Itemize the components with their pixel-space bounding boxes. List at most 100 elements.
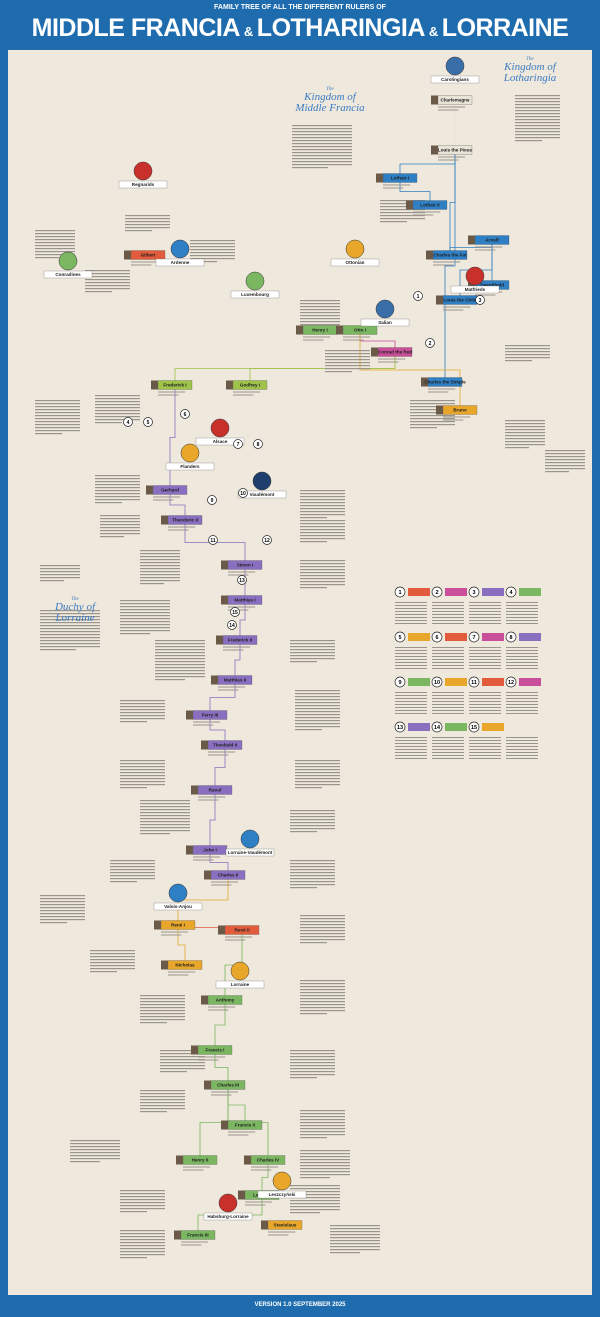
- house-emblem: [133, 161, 153, 181]
- text-line: [395, 665, 427, 666]
- text-line: [140, 809, 190, 811]
- text-line: [35, 418, 80, 420]
- text-line: [100, 536, 124, 538]
- tree-edge: [227, 1089, 246, 1121]
- text-line: [161, 931, 189, 933]
- legend-marker: [468, 586, 480, 598]
- tree-edge: [239, 604, 246, 636]
- marker-number: 12: [264, 538, 270, 544]
- house-emblem: [180, 443, 200, 463]
- text-line: [190, 246, 235, 248]
- text-line: [300, 915, 345, 917]
- house-box: [215, 980, 265, 989]
- text-line: [300, 1177, 330, 1179]
- text-line: [140, 803, 190, 805]
- text-line: [120, 600, 170, 602]
- house-box: [330, 258, 380, 267]
- background: [8, 50, 592, 1295]
- text-line: [506, 620, 538, 621]
- portrait: [426, 250, 433, 260]
- text-line: [40, 568, 80, 570]
- text-line: [290, 1053, 335, 1055]
- ruler-name: Francis III: [187, 1233, 208, 1238]
- house-name: Lorraine-Vaudémont: [228, 850, 273, 855]
- legend-box: [519, 633, 541, 641]
- text-line: [140, 1111, 167, 1113]
- text-line: [290, 1062, 335, 1064]
- text-line: [120, 715, 165, 717]
- text-line: [120, 778, 165, 780]
- title-part: &: [429, 24, 438, 39]
- text-line: [233, 394, 254, 396]
- ruler-name: Henry II: [192, 1158, 209, 1163]
- ruler-name: Theodoric II: [172, 518, 198, 523]
- text-line: [330, 1243, 380, 1245]
- text-line: [292, 155, 352, 157]
- text-line: [395, 740, 427, 741]
- text-line: [140, 1013, 185, 1015]
- text-line: [330, 1237, 380, 1239]
- text-line: [160, 1062, 205, 1064]
- text-line: [155, 649, 205, 651]
- text-line: [506, 611, 538, 612]
- text-line: [120, 609, 170, 611]
- text-line: [120, 784, 165, 786]
- text-line: [438, 156, 466, 158]
- text-line: [120, 721, 147, 723]
- text-line: [85, 270, 130, 272]
- text-line: [40, 631, 100, 633]
- ruler-name: Raoul: [209, 788, 222, 793]
- text-line: [140, 580, 180, 582]
- house-emblem: [210, 418, 230, 438]
- text-line: [300, 918, 345, 920]
- text-line: [120, 1242, 165, 1244]
- text-line: [395, 746, 427, 747]
- text-line: [140, 806, 190, 808]
- text-line: [95, 490, 140, 492]
- text-line: [140, 995, 185, 997]
- text-line: [469, 608, 501, 609]
- text-line: [120, 700, 165, 702]
- text-line: [432, 623, 464, 624]
- text-line: [300, 1162, 350, 1164]
- text-line: [131, 261, 159, 263]
- text-line: [198, 796, 226, 798]
- portrait: [124, 250, 131, 260]
- text-line: [469, 620, 501, 621]
- text-line: [155, 673, 205, 675]
- house-name: Valois-Anjou: [164, 904, 192, 909]
- ruler-name: Anthony: [216, 998, 235, 1003]
- text-line: [125, 221, 170, 223]
- text-line: [120, 1236, 165, 1238]
- text-line: [35, 412, 80, 414]
- house-name: Leszczyński: [269, 1192, 296, 1197]
- text-line: [300, 1004, 345, 1006]
- text-line: [131, 264, 152, 266]
- text-line: [140, 821, 190, 823]
- text-line: [70, 1158, 120, 1160]
- text-line: [505, 426, 545, 428]
- text-line: [300, 300, 340, 302]
- text-line: [290, 866, 335, 868]
- text-line: [300, 936, 345, 938]
- ruler-name: Simon I: [237, 563, 254, 568]
- text-line: [95, 496, 140, 498]
- title-part: LORRAINE: [442, 14, 569, 42]
- text-line: [95, 404, 140, 406]
- text-line: [295, 723, 340, 725]
- text-line: [506, 653, 538, 654]
- text-line: [125, 227, 170, 229]
- text-line: [160, 1050, 205, 1052]
- text-line: [395, 707, 427, 708]
- portrait: [436, 405, 443, 415]
- text-line: [432, 653, 464, 654]
- text-line: [95, 475, 140, 477]
- marker: [143, 417, 153, 427]
- text-line: [120, 775, 165, 777]
- house-box: [153, 902, 203, 911]
- text-line: [300, 523, 345, 525]
- portrait: [161, 960, 168, 970]
- text-line: [432, 608, 464, 609]
- text-line: [433, 264, 454, 266]
- tree-edge: [169, 389, 176, 486]
